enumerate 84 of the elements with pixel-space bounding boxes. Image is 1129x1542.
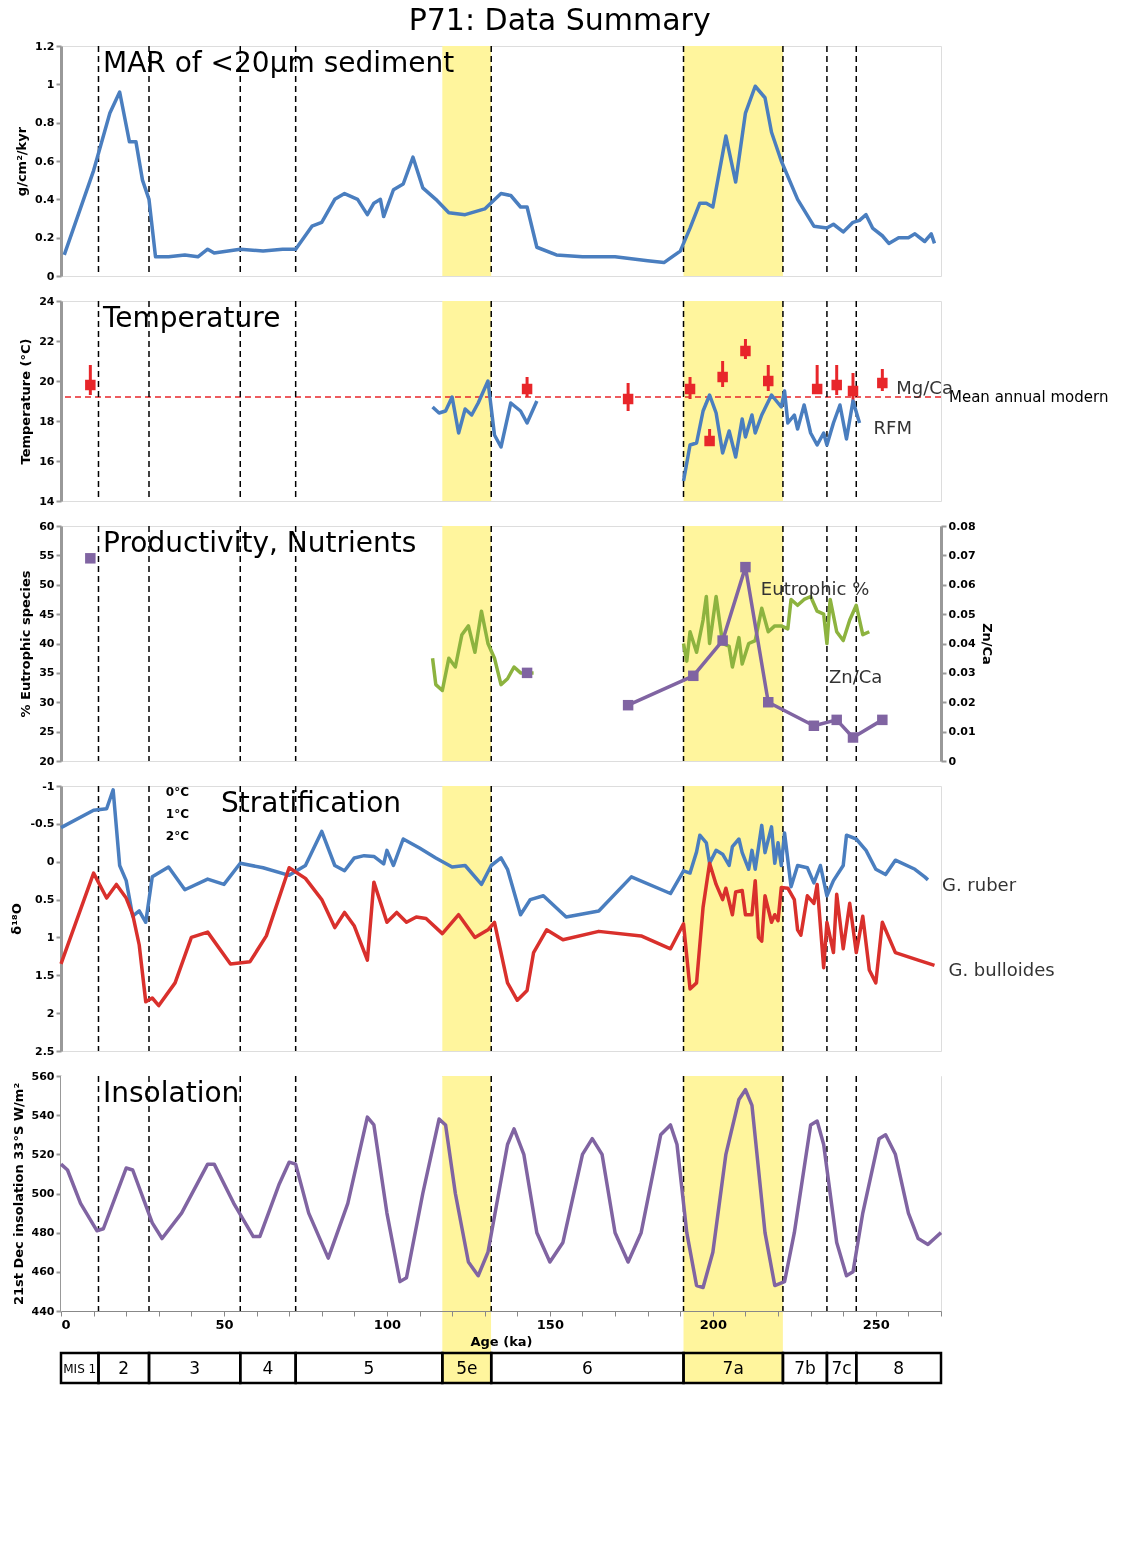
series-label: G. ruber (941, 873, 1017, 895)
y-axis-title: g/cm²/kyr (14, 126, 30, 197)
band-label: 2 (118, 1358, 130, 1378)
series-label: G. bulloides (948, 959, 1055, 981)
y-tick-label: 30 (39, 695, 55, 709)
x-tick-label: 150 (536, 1316, 564, 1332)
y-tick-label: 540 (31, 1108, 55, 1122)
y-tick-label: 440 (31, 1304, 55, 1318)
y-tick-label: 0.8 (35, 116, 55, 130)
series-label: RFM (873, 417, 912, 438)
y-tick-label: 560 (31, 1069, 55, 1083)
y-tick-label: 500 (31, 1187, 55, 1200)
annotation: Stratification (221, 786, 402, 819)
band-label: 4 (262, 1358, 274, 1378)
y-tick-label: 0.6 (35, 154, 55, 168)
band-label: 8 (893, 1358, 905, 1378)
y-tick-label: 40 (39, 637, 55, 650)
annotation: Insolation (103, 1076, 240, 1109)
band-label: 7b (794, 1358, 816, 1378)
y2-tick-label: 0 (948, 754, 957, 768)
y2-tick-label: 0.02 (948, 695, 976, 709)
series-label: Eutrophic % (760, 577, 870, 599)
y-tick-label: 22 (39, 334, 55, 348)
y2-tick-label: 0.05 (948, 607, 976, 621)
chart-title: P71: Data Summary (408, 1, 711, 37)
y-tick-label: 45 (39, 607, 55, 621)
x-axis-title: Age (ka) (470, 1333, 533, 1349)
y-tick-label: 60 (39, 519, 55, 533)
y-tick-label: 520 (31, 1147, 55, 1161)
y-axis-title: % Eutrophic species (18, 570, 34, 718)
y2-tick-label: 0.08 (948, 519, 976, 533)
y-tick-label: 25 (39, 725, 55, 739)
band-label: 3 (189, 1358, 201, 1378)
y-tick-label: 1.2 (35, 39, 55, 53)
y-axis-title: Temperature (°C) (18, 338, 34, 465)
y-tick-label: 2.5 (35, 1044, 55, 1058)
y-tick-label: 1 (46, 77, 55, 91)
x-tick-label: 50 (215, 1316, 234, 1332)
band-label: MIS 1 (63, 1362, 97, 1376)
y-tick-label: -1 (42, 779, 55, 793)
band-label: 7a (722, 1358, 744, 1378)
y-tick-label: 24 (39, 294, 55, 308)
y-tick-label: 460 (31, 1265, 55, 1279)
annotation: 2°C (165, 829, 190, 843)
x-tick-label: 0 (61, 1316, 71, 1332)
x-tick-label: 250 (862, 1316, 890, 1332)
y-axis-title: δ¹⁸O (9, 903, 25, 935)
band-label: 7c (831, 1358, 852, 1378)
y-tick-label: 2 (46, 1006, 55, 1020)
annotation: Productivity, Nutrients (103, 526, 417, 559)
y-tick-label: 55 (39, 548, 55, 562)
annotation: 1°C (165, 807, 190, 821)
x-tick-label: 200 (699, 1316, 727, 1332)
y-tick-label: 16 (39, 454, 55, 468)
y-tick-label: 0.2 (35, 231, 55, 245)
y-tick-label: -0.5 (30, 817, 55, 831)
y-tick-label: 20 (39, 754, 55, 768)
y2-tick-label: 0.01 (948, 725, 976, 739)
y-tick-label: 0 (46, 269, 55, 283)
y-tick-label: 35 (39, 666, 55, 680)
y-tick-label: 1.5 (35, 968, 55, 982)
y-tick-label: 20 (39, 374, 55, 388)
band-label: 5 (363, 1358, 375, 1378)
y2-tick-label: 0.03 (948, 666, 976, 680)
annotation: MAR of <20µm sediment (103, 46, 455, 79)
y-tick-label: 0.4 (35, 192, 55, 206)
y-tick-label: 0 (46, 855, 55, 869)
band-label: 5e (456, 1358, 478, 1378)
y-tick-label: 1 (46, 930, 55, 944)
annotation: 0°C (165, 785, 190, 799)
y2-tick-label: 0.07 (948, 548, 976, 562)
y-tick-label: 14 (39, 494, 55, 508)
x-tick-label: 100 (373, 1316, 401, 1332)
y2-tick-label: 0.04 (948, 637, 976, 650)
y-axis-title: 21st Dec insolation 33°S W/m² (10, 1082, 26, 1306)
y2-tick-label: 0.06 (948, 578, 976, 592)
y-tick-label: 50 (39, 578, 55, 592)
y-tick-label: 18 (39, 414, 55, 428)
band-label: 6 (581, 1358, 593, 1378)
series-label: Zn/Ca (828, 665, 883, 687)
annotation: Temperature (102, 301, 281, 334)
y-tick-label: 0.5 (35, 893, 55, 907)
y2-axis-title: Zn/Ca (979, 623, 995, 665)
y-tick-label: 480 (31, 1226, 55, 1240)
